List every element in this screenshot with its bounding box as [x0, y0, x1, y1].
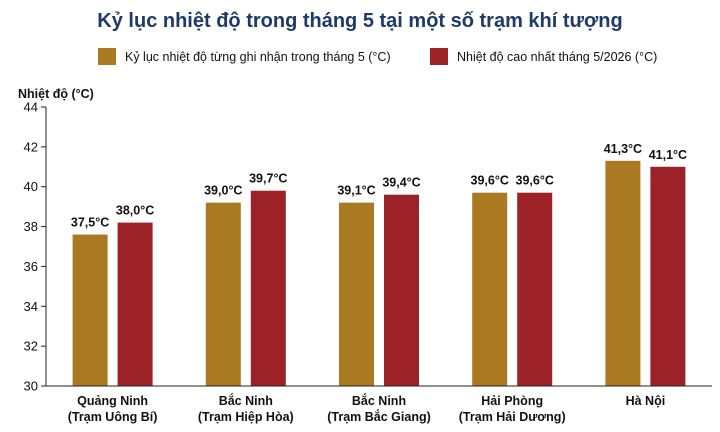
y-tick-label: 40 [24, 179, 38, 194]
bar-value-label: 39,1°C [337, 184, 375, 198]
y-tick-label: 36 [24, 259, 38, 274]
x-category-sublabel: (Trạm Hiệp Hòa) [198, 410, 294, 424]
bar-value-label: 37,5°C [71, 216, 109, 230]
x-category-label: Hải Phòng [481, 394, 543, 408]
bar-record [472, 192, 508, 386]
bar-value-label: 41,1°C [649, 148, 687, 162]
x-category-label: Quảng Ninh [77, 394, 148, 408]
bar-2026 [517, 192, 553, 386]
x-axis-labels: Quảng Ninh (Trạm Uông Bí) Bắc Ninh (Trạm Hi… [68, 393, 665, 424]
x-category-sublabel: (Trạm Bắc Giang) [327, 409, 431, 424]
bar-record [72, 234, 108, 386]
y-tick-label: 32 [24, 339, 38, 354]
x-category-label: Bắc Ninh [219, 393, 273, 408]
bar-value-label: 39,0°C [204, 184, 242, 198]
bar-2026 [250, 190, 286, 386]
bar-value-label: 39,6°C [516, 174, 554, 188]
x-category-sublabel: (Trạm Uông Bí) [68, 410, 158, 424]
chart-title: Kỷ lục nhiệt độ trong tháng 5 tại một số… [97, 10, 622, 32]
y-tick-label: 44 [24, 100, 38, 115]
y-tick-label: 30 [24, 379, 38, 394]
bar-2026 [650, 166, 686, 386]
legend-swatch-2026 [430, 48, 448, 65]
x-category-label: Bắc Ninh [352, 393, 406, 408]
value-labels: 37,5°C 38,0°C 39,0°C 39,7°C 39,1°C 39,4°C 39,6… [71, 142, 687, 230]
bar-value-label: 39,7°C [249, 172, 287, 186]
x-category-label: Hà Nội [626, 394, 666, 408]
y-axis-label: Nhiệt độ (°C) [18, 87, 94, 101]
y-axis-ticks: 30 32 34 36 38 40 42 44 [24, 100, 46, 394]
legend-swatch-record [98, 48, 116, 65]
y-tick-label: 42 [24, 139, 38, 154]
bar-record [339, 202, 374, 386]
y-tick-label: 34 [24, 299, 38, 314]
bar-record [605, 160, 641, 386]
legend: Kỷ lục nhiệt độ từng ghi nhận trong thán… [98, 48, 657, 65]
bar-value-label: 39,6°C [471, 174, 509, 188]
bars [72, 160, 686, 386]
bar-value-label: 39,4°C [382, 176, 420, 190]
legend-label-record: Kỷ lục nhiệt độ từng ghi nhận trong thán… [125, 50, 391, 64]
bar-2026 [117, 222, 153, 386]
bar-value-label: 38,0°C [116, 204, 154, 218]
y-tick-label: 38 [24, 219, 38, 234]
legend-label-2026: Nhiệt độ cao nhất tháng 5/2026 (°C) [457, 50, 657, 64]
bar-record [205, 202, 241, 386]
bar-value-label: 41,3°C [604, 142, 642, 156]
x-category-sublabel: (Trạm Hải Dương) [459, 410, 566, 424]
bar-2026 [384, 194, 419, 386]
